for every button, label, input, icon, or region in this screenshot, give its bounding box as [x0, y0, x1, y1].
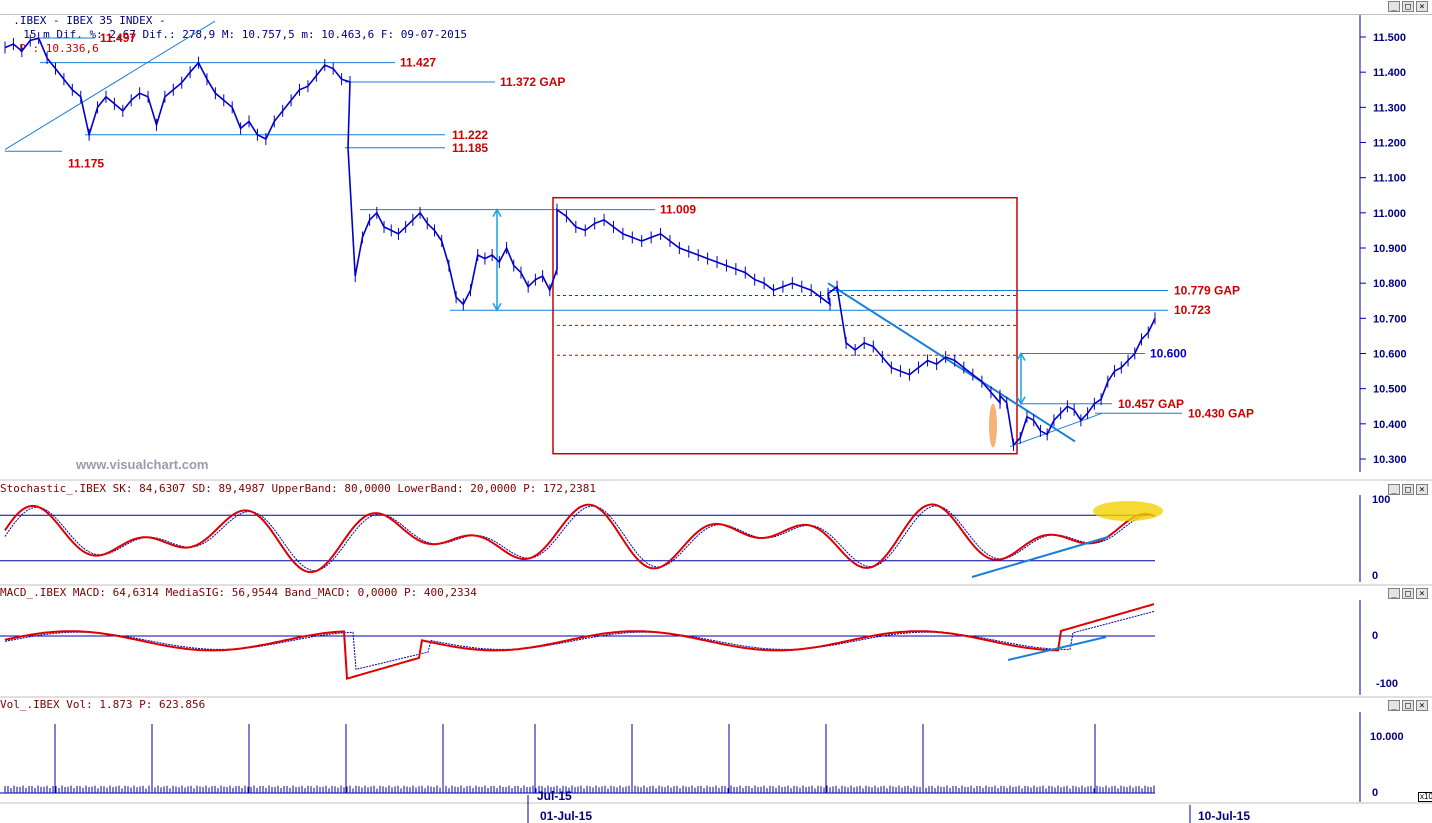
price-series	[4, 32, 1156, 451]
watermark: www.visualchart.com	[76, 457, 209, 472]
level-label: 10.779 GAP	[1174, 284, 1240, 298]
vol-tick-0: 0	[1372, 787, 1379, 799]
level-label: 11.497	[100, 31, 136, 45]
close-button[interactable]: ×	[1416, 700, 1428, 711]
y-tick-label: 10.800	[1373, 278, 1407, 290]
level-label: 11.222	[452, 128, 488, 142]
macd-window-controls: _ □ ×	[1388, 588, 1428, 599]
volume-title: Vol_.IBEX Vol: 1.873 P: 623.856	[0, 698, 206, 711]
maximize-button[interactable]: □	[1402, 484, 1414, 495]
level-label: 11.372 GAP	[500, 75, 565, 89]
level-label: 10.430 GAP	[1188, 406, 1254, 420]
stoch-highlight	[1093, 501, 1163, 521]
level-label: 10.600	[1150, 347, 1187, 361]
y-tick-label: 10.900	[1373, 243, 1407, 255]
minimize-button[interactable]: _	[1388, 700, 1400, 711]
y-tick-label: 10.400	[1373, 419, 1407, 431]
stoch-tick-0: 0	[1372, 570, 1379, 582]
time-x-axis: Jul-15 01-Jul-15 10-Jul-15	[527, 789, 1250, 823]
stochastic-title: Stochastic_.IBEX SK: 84,6307 SD: 89,4987…	[0, 482, 597, 495]
x-tick-label: Jul-15	[537, 789, 572, 803]
minimize-button[interactable]: _	[1388, 1, 1400, 12]
minimize-button[interactable]: _	[1388, 588, 1400, 599]
x-tick-label: 10-Jul-15	[1198, 809, 1250, 823]
symbol-title: .IBEX - IBEX 35 INDEX -	[13, 14, 166, 27]
macd-tick-0: 0	[1372, 630, 1379, 642]
vol-tick-10000: 10.000	[1370, 731, 1404, 743]
stochastic-panel-plot	[0, 501, 1163, 578]
level-label: 11.175	[68, 157, 104, 171]
y-tick-label: 11.000	[1373, 208, 1406, 220]
stochastic-window-controls: _ □ ×	[1388, 484, 1428, 495]
stoch-tick-100: 100	[1372, 494, 1391, 506]
y-tick-label: 10.600	[1373, 349, 1407, 361]
level-label: 11.185	[452, 141, 488, 155]
level-label: 11.009	[660, 203, 696, 217]
range-arrow-right-head-bottom	[1016, 396, 1026, 406]
minimize-button[interactable]: _	[1388, 484, 1400, 495]
volume-panel-plot	[0, 724, 1155, 794]
y-tick-label: 11.500	[1373, 32, 1406, 44]
volume-window-controls: _ □ ×	[1388, 700, 1428, 711]
stoch-main-line	[4, 503, 1155, 574]
close-button[interactable]: ×	[1416, 1, 1428, 12]
y-tick-label: 10.700	[1373, 313, 1407, 325]
main-window-controls: _ □ ×	[1388, 1, 1428, 12]
y-tick-label: 11.300	[1373, 102, 1406, 114]
price-line	[4, 37, 1156, 447]
macd-trend-line	[1007, 636, 1107, 661]
gap-highlight	[989, 403, 997, 448]
level-lines: 11.497 11.427 11.372 GAP 11.222 11.175 11.185…	[4, 20, 1254, 455]
y-tick-label: 10.500	[1373, 384, 1407, 396]
x-tick-label: 01-Jul-15	[540, 809, 592, 823]
maximize-button[interactable]: □	[1402, 1, 1414, 12]
close-button[interactable]: ×	[1416, 588, 1428, 599]
range-box	[552, 196, 1018, 455]
stoch-trend-line	[971, 536, 1109, 578]
maximize-button[interactable]: □	[1402, 588, 1414, 599]
y-tick-label: 11.100	[1373, 173, 1406, 185]
macd-panel-plot	[0, 603, 1155, 680]
last-price: P : 10.336,6	[19, 42, 99, 55]
macd-main-line	[4, 603, 1155, 680]
range-arrow-left-head-bottom	[492, 302, 502, 312]
macd-title: MACD_.IBEX MACD: 64,6314 MediaSIG: 56,95…	[0, 586, 477, 599]
stoch-signal-line	[4, 505, 1155, 572]
maximize-button[interactable]: □	[1402, 700, 1414, 711]
level-label: 10.457 GAP	[1118, 397, 1184, 411]
volume-scale-note: x10	[1418, 792, 1432, 802]
trend-line	[4, 20, 216, 150]
support-line	[1009, 412, 1103, 448]
level-label: 11.427	[400, 56, 436, 70]
close-button[interactable]: ×	[1416, 484, 1428, 495]
y-tick-label: 11.200	[1373, 138, 1406, 150]
price-y-axis: 11.500 11.400 11.300 11.200 11.100 11.000 10.9…	[1360, 32, 1407, 466]
y-tick-label: 11.400	[1373, 67, 1406, 79]
macd-signal-line	[4, 610, 1155, 671]
downtrend-line	[827, 282, 1076, 443]
range-arrow-left-head-top	[492, 208, 502, 218]
level-label: 10.723	[1174, 303, 1211, 317]
range-arrow-right-head-top	[1016, 351, 1026, 361]
y-tick-label: 10.300	[1373, 454, 1407, 466]
macd-tick-minus100: -100	[1376, 678, 1399, 690]
